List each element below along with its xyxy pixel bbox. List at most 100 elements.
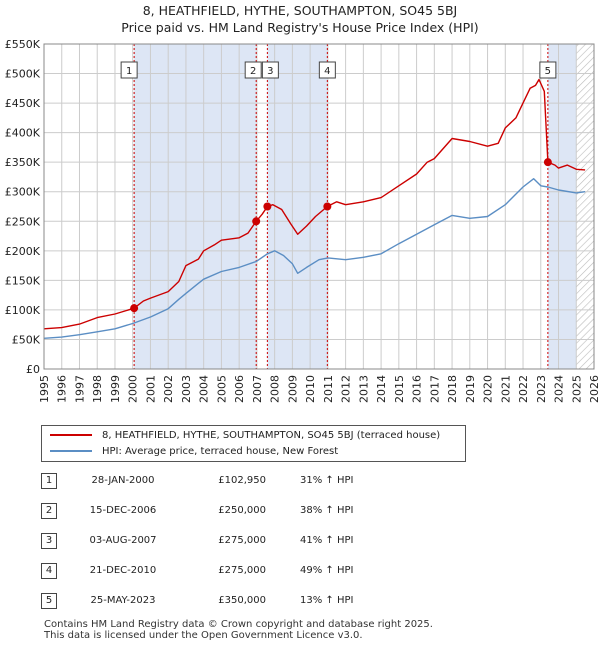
sale-label-frame [539, 61, 557, 79]
hpi-line [43, 177, 586, 339]
y-tick-label: £450K [5, 97, 41, 110]
x-tick-label: 1998 [91, 375, 104, 403]
x-tick-label: 2019 [464, 375, 477, 403]
y-tick-label: £0 [26, 363, 40, 376]
sale-row: 5 25-MAY-2023 £350,000 13% ↑ HPI [0, 590, 600, 612]
sale-hpi-change: 38% ↑ HPI [300, 505, 354, 516]
x-tick-label: 2023 [535, 375, 548, 403]
sale-number: 5 [41, 593, 57, 609]
y-tick-label: £500K [5, 68, 41, 81]
sale-price: £275,000 [218, 565, 266, 576]
sale-label-number: 1 [126, 66, 132, 77]
legend-item-hpi: HPI: Average price, terraced house, New … [50, 444, 338, 460]
sale-price: £250,000 [218, 505, 266, 516]
sale-row: 4 21-DEC-2010 £275,000 49% ↑ HPI [0, 560, 600, 582]
y-tick-label: £400K [5, 127, 41, 140]
title-line-2: Price paid vs. HM Land Registry's House … [121, 20, 479, 35]
sale-label-number: 3 [267, 66, 273, 77]
x-tick-label: 1996 [56, 375, 69, 403]
sale-label-frame [120, 61, 138, 79]
footer-attribution: Contains HM Land Registry data © Crown c… [44, 619, 433, 641]
sale-point [543, 158, 552, 167]
sale-price: £275,000 [218, 535, 266, 546]
legend-item-property: 8, HEATHFIELD, HYTHE, SOUTHAMPTON, SO45 … [50, 428, 440, 444]
chart-legend: 8, HEATHFIELD, HYTHE, SOUTHAMPTON, SO45 … [41, 425, 466, 462]
y-tick-label: £550K [5, 38, 41, 51]
sale-point [263, 202, 272, 211]
x-tick-label: 2011 [322, 375, 335, 403]
x-tick-label: 2004 [198, 375, 211, 403]
legend-label-property: 8, HEATHFIELD, HYTHE, SOUTHAMPTON, SO45 … [102, 430, 441, 441]
y-tick-label: £100K [5, 304, 41, 317]
sale-point [130, 304, 139, 313]
legend-swatch-hpi [50, 450, 92, 452]
y-tick-label: £300K [5, 186, 41, 199]
x-tick-label: 2001 [144, 375, 157, 403]
sale-hpi-change: 49% ↑ HPI [300, 565, 354, 576]
sale-point [252, 217, 261, 226]
sale-date: 15-DEC-2006 [89, 505, 157, 516]
x-tick-label: 1997 [73, 375, 86, 403]
x-tick-label: 2015 [393, 375, 406, 403]
title-line-1: 8, HEATHFIELD, HYTHE, SOUTHAMPTON, SO45 … [142, 3, 458, 18]
sale-label-number: 5 [545, 66, 551, 77]
sale-row: 2 15-DEC-2006 £250,000 38% ↑ HPI [0, 500, 600, 522]
property-price-line [43, 78, 586, 330]
x-tick-label: 2016 [411, 375, 424, 403]
legend-swatch-property [50, 434, 92, 436]
footer-line-2: This data is licensed under the Open Gov… [44, 630, 363, 641]
sale-label-frame [244, 61, 262, 79]
x-tick-label: 2018 [446, 375, 459, 403]
y-tick-label: £350K [5, 156, 41, 169]
x-tick-label: 2020 [482, 375, 495, 403]
sale-label-number: 4 [324, 66, 330, 77]
x-tick-label: 2013 [357, 375, 370, 403]
x-tick-label: 1995 [38, 375, 51, 403]
x-tick-label: 2017 [428, 375, 441, 403]
sale-date: 25-MAY-2023 [90, 595, 156, 606]
x-tick-label: 2008 [269, 375, 282, 403]
sale-date: 21-DEC-2010 [89, 565, 157, 576]
legend-label-hpi: HPI: Average price, terraced house, New … [102, 446, 339, 457]
x-tick-label: 2026 [588, 375, 600, 403]
chart-title: 8, HEATHFIELD, HYTHE, SOUTHAMPTON, SO45 … [0, 2, 600, 36]
sale-date: 28-JAN-2000 [91, 475, 155, 486]
sale-hpi-change: 31% ↑ HPI [300, 475, 354, 486]
sale-label-frame [318, 61, 336, 79]
x-tick-label: 2021 [499, 375, 512, 403]
x-tick-label: 2006 [233, 375, 246, 403]
sale-price: £350,000 [218, 595, 266, 606]
x-tick-label: 2005 [215, 375, 228, 403]
sale-point [323, 202, 332, 211]
x-tick-label: 2010 [304, 375, 317, 403]
sale-label-frame [261, 61, 279, 79]
footer-line-1: Contains HM Land Registry data © Crown c… [44, 619, 433, 630]
x-tick-label: 2014 [375, 375, 388, 403]
sale-date: 03-AUG-2007 [89, 535, 157, 546]
x-tick-label: 2003 [180, 375, 193, 403]
plot-frame [43, 43, 595, 370]
sale-label-box: 4 [318, 61, 336, 79]
x-tick-label: 2007 [251, 375, 264, 403]
sale-label-box: 1 [120, 61, 138, 79]
sale-row: 3 03-AUG-2007 £275,000 41% ↑ HPI [0, 530, 600, 552]
sale-number: 1 [41, 473, 57, 489]
y-tick-label: £200K [5, 245, 41, 258]
x-tick-label: 2000 [127, 375, 140, 403]
x-tick-label: 2002 [162, 375, 175, 403]
x-tick-label: 2022 [517, 375, 530, 403]
y-tick-label: £150K [5, 274, 41, 287]
sale-hpi-change: 41% ↑ HPI [300, 535, 354, 546]
sale-number: 3 [41, 533, 57, 549]
x-tick-label: 2024 [553, 375, 566, 403]
hatched-forecast-region [576, 44, 594, 369]
sale-label-box: 2 [244, 61, 262, 79]
y-tick-label: £250K [5, 215, 41, 228]
shaded-period [134, 44, 257, 369]
x-tick-label: 2012 [340, 375, 353, 403]
x-tick-label: 2025 [570, 375, 583, 403]
sale-label-number: 2 [250, 66, 256, 77]
sale-number: 4 [41, 563, 57, 579]
sale-hpi-change: 13% ↑ HPI [300, 595, 354, 606]
